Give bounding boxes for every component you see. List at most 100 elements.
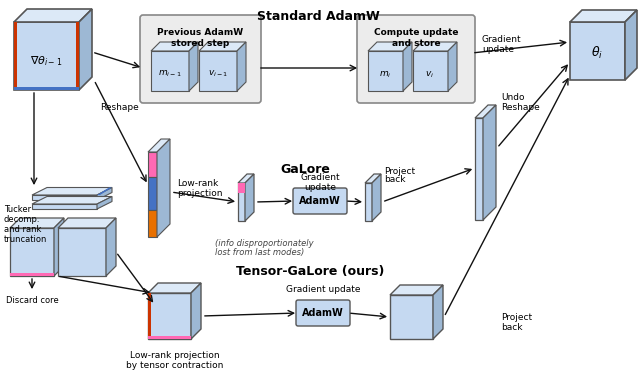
Text: Reshape: Reshape [501,104,540,112]
Polygon shape [189,42,198,91]
Polygon shape [570,10,637,22]
Polygon shape [32,196,112,204]
Polygon shape [10,273,54,276]
Text: update: update [482,45,514,54]
Polygon shape [237,42,246,91]
Text: Tensor-GaLore (ours): Tensor-GaLore (ours) [236,265,384,278]
Text: Reshape: Reshape [100,104,139,112]
Polygon shape [413,51,448,91]
Polygon shape [32,188,112,195]
Polygon shape [97,196,112,209]
Text: update: update [304,183,336,192]
Polygon shape [365,183,372,221]
Text: truncation: truncation [4,236,47,244]
Polygon shape [238,174,254,183]
Polygon shape [148,177,157,210]
Polygon shape [483,105,496,220]
Text: lost from last modes): lost from last modes) [215,248,304,256]
Polygon shape [148,152,157,177]
Polygon shape [390,285,443,295]
Text: $v_{i-1}$: $v_{i-1}$ [208,69,228,79]
Polygon shape [148,283,201,293]
Text: $m_i$: $m_i$ [379,70,391,80]
Polygon shape [10,228,54,276]
Polygon shape [32,195,97,200]
Polygon shape [448,42,457,91]
Polygon shape [32,204,97,209]
Polygon shape [14,22,17,90]
Text: Discard core: Discard core [6,296,58,305]
Text: $\nabla\theta_{i-1}$: $\nabla\theta_{i-1}$ [30,54,63,68]
Polygon shape [368,51,403,91]
Polygon shape [390,295,433,339]
Text: back: back [501,322,522,332]
Polygon shape [157,139,170,237]
Text: and rank: and rank [4,225,42,234]
Text: Compute update: Compute update [374,28,458,37]
FancyBboxPatch shape [293,188,347,214]
Polygon shape [148,139,170,152]
Polygon shape [79,9,92,90]
Polygon shape [58,228,106,276]
Polygon shape [97,188,112,200]
Polygon shape [475,105,496,118]
Text: decomp.: decomp. [4,216,40,225]
Polygon shape [199,51,237,91]
Text: GaLore: GaLore [280,163,330,176]
Polygon shape [625,10,637,80]
FancyBboxPatch shape [296,300,350,326]
Text: by tensor contraction: by tensor contraction [126,361,223,370]
Text: Low-rank projection: Low-rank projection [130,351,220,360]
Polygon shape [148,336,191,339]
Polygon shape [148,210,157,237]
Text: Gradient: Gradient [482,36,522,45]
Polygon shape [151,42,198,51]
Polygon shape [106,218,116,276]
Polygon shape [413,42,457,51]
Text: (info disproportionately: (info disproportionately [215,238,314,248]
Text: Low-rank: Low-rank [177,178,218,188]
Polygon shape [199,42,246,51]
Text: $m_{i-1}$: $m_{i-1}$ [158,69,182,79]
Polygon shape [151,51,189,91]
Text: stored step: stored step [172,39,230,48]
Text: $\theta_i$: $\theta_i$ [591,45,604,61]
Text: Gradient update: Gradient update [285,285,360,294]
Text: Project: Project [384,166,415,176]
Text: and store: and store [392,39,440,48]
Polygon shape [475,118,483,220]
Text: Gradient: Gradient [300,174,340,183]
Polygon shape [245,174,254,221]
Polygon shape [14,22,79,90]
Polygon shape [372,174,381,221]
Polygon shape [191,283,201,339]
Polygon shape [403,42,412,91]
Polygon shape [148,293,191,339]
Polygon shape [365,174,381,183]
Polygon shape [10,218,64,228]
Polygon shape [58,218,116,228]
Text: AdamW: AdamW [302,308,344,318]
Polygon shape [97,188,112,195]
Polygon shape [368,42,412,51]
Polygon shape [148,293,151,339]
Text: $v_i$: $v_i$ [426,70,435,80]
Text: Project: Project [501,312,532,321]
Polygon shape [238,183,245,221]
Polygon shape [76,22,79,90]
Polygon shape [14,87,79,90]
Polygon shape [14,9,92,22]
Text: Previous AdamW: Previous AdamW [157,28,244,37]
FancyBboxPatch shape [140,15,261,103]
Text: projection: projection [177,189,223,198]
Text: Undo: Undo [501,93,525,102]
Text: Standard AdamW: Standard AdamW [257,10,380,23]
Text: back: back [384,176,406,184]
Text: AdamW: AdamW [299,196,341,206]
Polygon shape [54,218,64,276]
Polygon shape [238,183,245,193]
Text: Tucker: Tucker [4,206,31,214]
FancyBboxPatch shape [357,15,475,103]
Polygon shape [570,22,625,80]
Polygon shape [433,285,443,339]
